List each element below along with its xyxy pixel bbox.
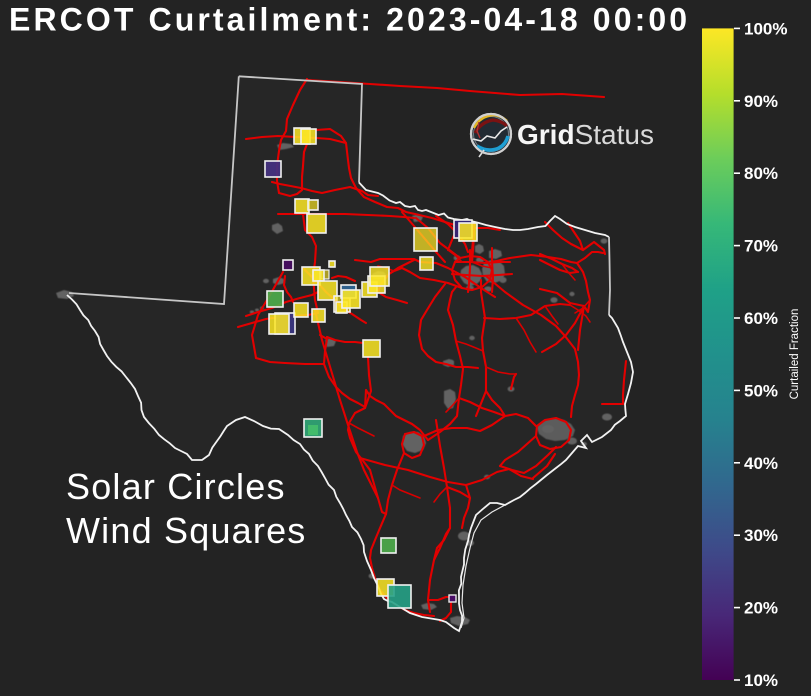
svg-text:40%: 40% [744,454,778,473]
svg-text:Curtailed Fraction: Curtailed Fraction [789,309,801,400]
svg-text:ERCOT Curtailment: 2023-04-18: ERCOT Curtailment: 2023-04-18 00:00 [9,2,690,38]
svg-text:Solar Circles: Solar Circles [66,466,286,507]
svg-text:10%: 10% [744,671,778,690]
svg-text:Wind Squares: Wind Squares [66,510,307,551]
svg-text:30%: 30% [744,526,778,545]
svg-text:100%: 100% [744,19,787,38]
svg-text:GridStatus: GridStatus [517,119,654,150]
svg-text:50%: 50% [744,381,778,400]
svg-text:20%: 20% [744,599,778,618]
svg-text:60%: 60% [744,309,778,328]
svg-text:90%: 90% [744,92,778,111]
svg-text:80%: 80% [744,164,778,183]
svg-text:70%: 70% [744,237,778,256]
